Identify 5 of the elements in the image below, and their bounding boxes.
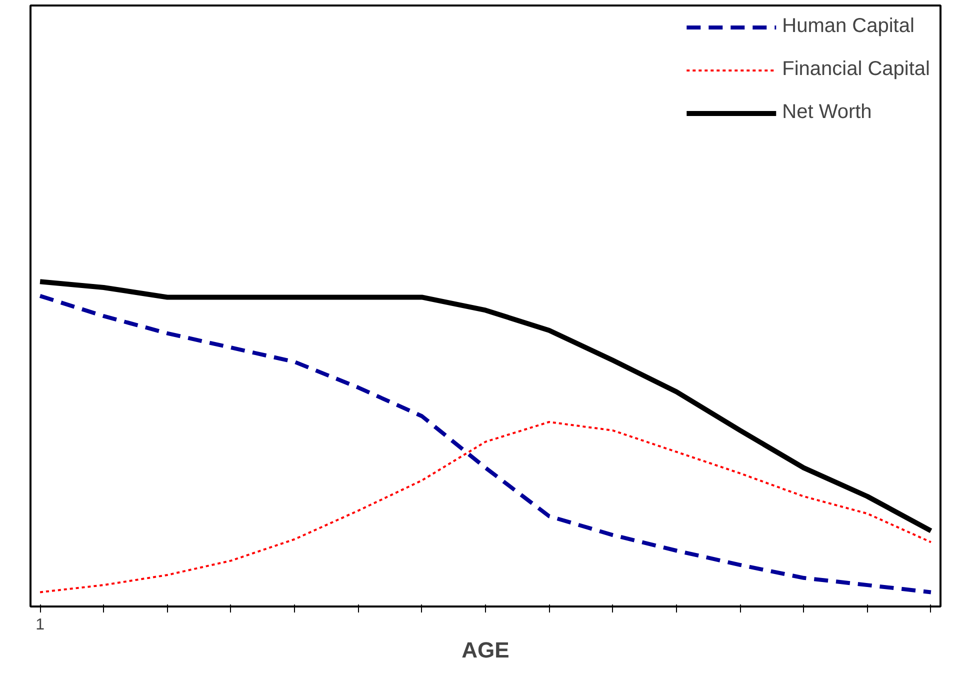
legend-label: Net Worth	[782, 101, 872, 124]
text: 1	[36, 616, 45, 634]
x-axis-title: AGE	[462, 638, 510, 662]
legend-label: Financial Capital	[782, 58, 930, 81]
legend-label: Human Capital	[782, 15, 914, 38]
